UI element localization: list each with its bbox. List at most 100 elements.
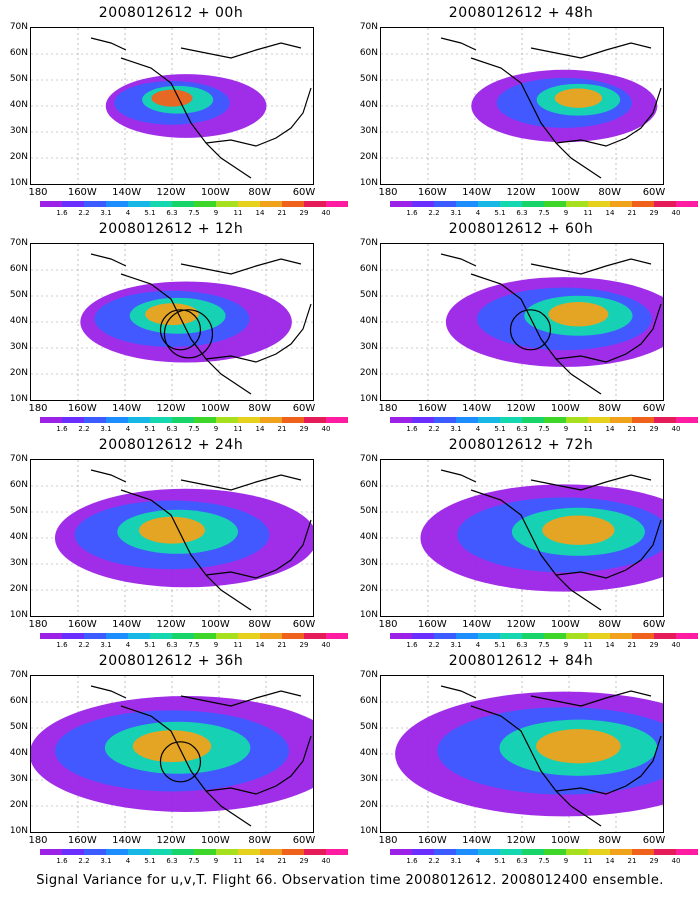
variance-contour [132, 730, 212, 763]
colorbar [390, 417, 698, 423]
colorbar-swatch [194, 849, 216, 855]
colorbar-swatch [326, 417, 348, 423]
colorbar-label: 2.2 [428, 641, 440, 649]
lat-label: 30N [359, 558, 378, 568]
lon-label: 120W [156, 835, 186, 846]
colorbar-swatch [654, 849, 676, 855]
lon-label: 120W [156, 403, 186, 414]
lon-label: 180 [28, 187, 48, 198]
colorbar-label: 4 [125, 857, 131, 865]
variance-contour [536, 729, 621, 764]
colorbar-label: 1.6 [406, 425, 418, 433]
colorbar-swatch [500, 201, 522, 207]
colorbar-swatch [282, 633, 304, 639]
coastline [90, 37, 312, 179]
colorbar-swatch [304, 201, 326, 207]
variance-map [30, 459, 314, 617]
colorbar-label: 11 [583, 857, 593, 865]
colorbar-swatch [128, 417, 150, 423]
colorbar-label: 5.1 [494, 641, 506, 649]
colorbar-label: 9 [563, 209, 569, 217]
lat-label: 40N [9, 316, 28, 326]
colorbar-label: 6.3 [516, 209, 528, 217]
colorbar-label: 7.5 [188, 209, 200, 217]
lon-label: 160W [67, 187, 97, 198]
colorbar-label: 7.5 [538, 209, 550, 217]
lat-label: 60N [359, 696, 378, 706]
lon-label: 180 [28, 403, 48, 414]
colorbar-label: 3.1 [450, 641, 462, 649]
colorbar-swatch [150, 633, 172, 639]
colorbar-label: 14 [255, 425, 265, 433]
lat-label: 50N [9, 74, 28, 84]
lon-label: 60W [292, 187, 316, 198]
colorbar-label: 7.5 [538, 425, 550, 433]
lon-label: 120W [506, 403, 536, 414]
colorbar-label: 29 [649, 209, 659, 217]
variance-map [30, 675, 314, 833]
map-panel: 2008012612 + 48h 70N 60N 50N 40N 30N 20N 10N 180… [350, 5, 698, 223]
colorbar-swatch [522, 417, 544, 423]
colorbar-label: 14 [605, 857, 615, 865]
lon-label: 120W [156, 187, 186, 198]
lon-label: 180 [378, 403, 398, 414]
colorbar-swatch [588, 849, 610, 855]
colorbar-label: 14 [605, 209, 615, 217]
lon-label: 140W [112, 403, 142, 414]
colorbar-label: 1.6 [56, 641, 68, 649]
colorbar-label: 2.2 [78, 641, 90, 649]
colorbar-swatch [544, 201, 566, 207]
colorbar [40, 201, 348, 207]
colorbar-swatch [456, 201, 478, 207]
colorbar-swatch [654, 633, 676, 639]
colorbar-swatch [654, 417, 676, 423]
colorbar-swatch [412, 201, 434, 207]
lon-label: 180 [378, 619, 398, 630]
map-svg [31, 28, 313, 184]
colorbar-label: 5.1 [144, 425, 156, 433]
colorbar-swatch [326, 849, 348, 855]
lat-label: 30N [9, 342, 28, 352]
colorbar-label: 11 [583, 425, 593, 433]
colorbar-swatch [238, 849, 260, 855]
colorbar-label: 4 [125, 209, 131, 217]
colorbar-label: 5.1 [144, 857, 156, 865]
coastline [90, 685, 312, 827]
colorbar-swatch [326, 201, 348, 207]
colorbar-swatch [40, 633, 62, 639]
colorbar-swatch [84, 201, 106, 207]
colorbar-swatch [194, 417, 216, 423]
variance-map [30, 27, 314, 185]
colorbar-swatch [106, 849, 128, 855]
colorbar-label: 1.6 [56, 425, 68, 433]
colorbar-swatch [282, 417, 304, 423]
panel-title: 2008012612 + 24h [98, 437, 244, 453]
colorbar-label: 3.1 [100, 641, 112, 649]
colorbar-label: 7.5 [188, 641, 200, 649]
lat-label: 30N [9, 126, 28, 136]
colorbar-label: 2.2 [78, 425, 90, 433]
target-circle [159, 309, 202, 351]
panel-title: 2008012612 + 48h [448, 5, 594, 21]
lon-label: 100W [200, 619, 230, 630]
lon-label: 100W [200, 403, 230, 414]
target-circle [163, 309, 214, 359]
colorbar-swatch [238, 633, 260, 639]
colorbar-swatch [40, 849, 62, 855]
lat-label: 60N [9, 480, 28, 490]
lon-label: 160W [417, 619, 447, 630]
lat-label: 70N [359, 670, 378, 680]
colorbar-swatch [40, 201, 62, 207]
colorbar-swatch [390, 849, 412, 855]
colorbar-label: 5.1 [494, 209, 506, 217]
colorbar-label: 40 [671, 425, 681, 433]
colorbar-label: 2.2 [428, 857, 440, 865]
colorbar-swatch [238, 417, 260, 423]
colorbar-swatch [632, 633, 654, 639]
lat-label: 50N [359, 74, 378, 84]
colorbar-label: 40 [321, 425, 331, 433]
lat-label: 70N [359, 22, 378, 32]
colorbar-swatch [676, 849, 698, 855]
lon-label: 60W [642, 619, 666, 630]
lat-label: 40N [9, 748, 28, 758]
